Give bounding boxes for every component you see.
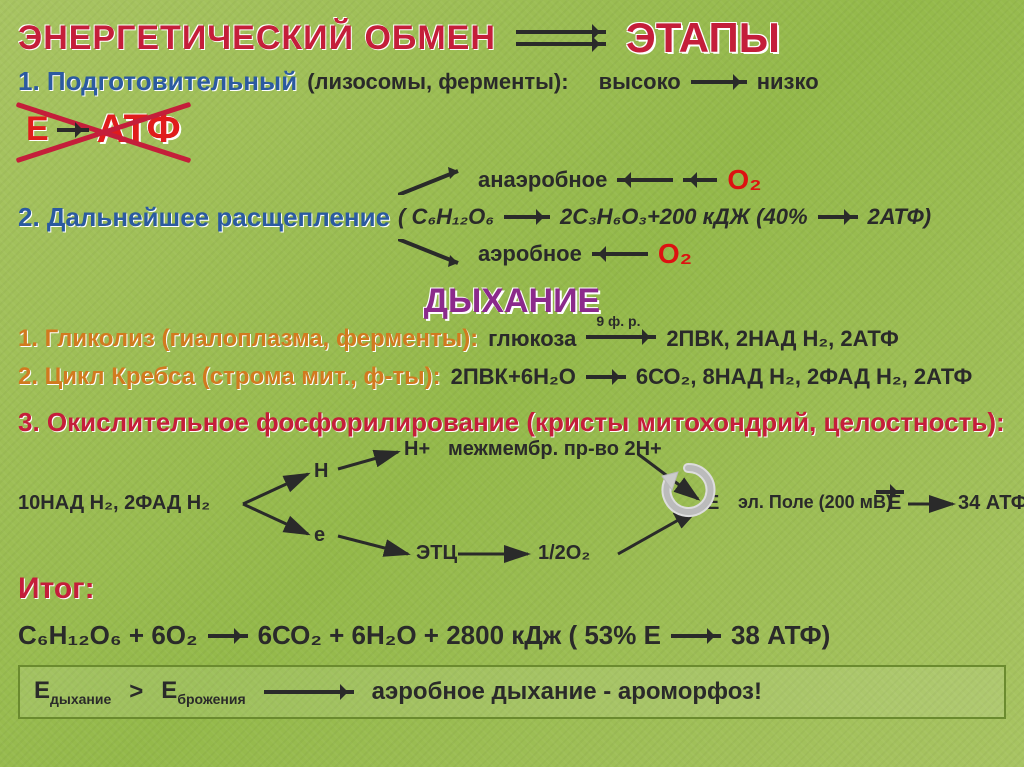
stage1-head: 1. Подготовительный <box>18 66 297 97</box>
main-title: ЭНЕРГЕТИЧЕСКИЙ ОБМЕН <box>18 19 496 58</box>
stage1-paren: (лизосомы, ферменты): <box>307 69 568 95</box>
oxphos-left: 10НАД Н₂, 2ФАД Н₂ <box>18 492 210 515</box>
footer-box: Едыхание > Еброжения аэробное дыхание - … <box>18 665 1006 719</box>
stages-title: ЭТАПЫ <box>626 14 780 62</box>
arrow-left-icon <box>592 246 648 262</box>
oxphos-h1: Н <box>314 460 328 483</box>
o2-label-bottom: О₂ <box>658 238 692 270</box>
footer-e-breath: Едыхание <box>34 677 111 707</box>
krebs-head: 2. Цикл Кребса (строма мит., ф-ты): <box>18 363 441 391</box>
arrow-right-icon <box>57 122 89 138</box>
oxphos-field: эл. Поле (200 мВ) <box>738 492 892 513</box>
rxn-note: 9 ф. р. <box>596 313 640 329</box>
glycolysis-head: 1. Гликолиз (гиалоплазма, ферменты): <box>18 325 478 353</box>
result-rhs: 6СО₂ + 6Н₂О + 2800 кДж ( 53% Е <box>258 620 661 651</box>
aerobic-row: аэробное О₂ <box>398 238 1006 270</box>
krebs-lhs: 2ПВК+6Н₂О <box>451 364 576 390</box>
anaerobic-label: анаэробное <box>478 167 607 193</box>
glycolysis-rhs: 2ПВК, 2НАД Н₂, 2АТФ <box>666 326 899 352</box>
stage1-row: 1. Подготовительный (лизосомы, ферменты)… <box>18 66 1006 156</box>
arrow-right-icon <box>691 74 747 90</box>
equation-lhs: ( С₆Н₁₂О₆ <box>398 204 494 230</box>
oxphos-diagram: 10НАД Н₂, 2ФАД Н₂ Н Н+ межмембр. пр-во 2… <box>18 444 1006 564</box>
glycolysis-row: 1. Гликолиз (гиалоплазма, ферменты): глю… <box>18 325 1006 353</box>
arrow-left-icon <box>617 172 673 188</box>
arrow-right-icon <box>208 628 248 644</box>
equation-rhs: 2С₃Н₆О₃+200 кДЖ (40% <box>560 204 808 230</box>
oxphos-head-row: 3. Окислительное фосфорилирование (крист… <box>18 407 1006 438</box>
equation-row: ( С₆Н₁₂О₆ 2С₃Н₆О₃+200 кДЖ (40% 2АТФ) <box>398 204 1006 230</box>
result-equation: С₆Н₁₂О₆ + 6О₂ 6СО₂ + 6Н₂О + 2800 кДж ( 5… <box>18 620 1006 651</box>
oxphos-e1: е <box>314 524 325 547</box>
result-title: Итог: <box>18 572 95 605</box>
arrow-right-icon <box>586 369 626 385</box>
footer-gt: > <box>129 678 143 706</box>
equation-atp: 2АТФ) <box>868 204 932 230</box>
krebs-rhs: 6СО₂, 8НАД Н₂, 2ФАД Н₂, 2АТФ <box>636 364 972 390</box>
arrow-right-long-icon <box>264 684 354 700</box>
arrow-right-icon <box>818 209 858 225</box>
arrow-right-icon <box>671 628 721 644</box>
stage2-group: 2. Дальнейшее расщепление анаэробное О₂ … <box>18 160 1006 274</box>
curved-arrow-icon <box>658 462 718 522</box>
crossed-e-label: Е <box>26 110 49 149</box>
glucose-label: глюкоза <box>488 326 576 352</box>
breathing-title: ДЫХАНИЕ <box>18 282 1006 321</box>
oxphos-Eout: Е <box>888 492 901 515</box>
arrow-right-icon <box>504 209 550 225</box>
oxphos-mem: межмембр. пр-во 2Н+ <box>448 438 662 461</box>
result-section: Итог: <box>18 572 1006 606</box>
anaerobic-row: анаэробное О₂ <box>398 164 1006 196</box>
branch-up-icon <box>398 165 468 195</box>
oxphos-halfO2: 1/2О₂ <box>538 542 590 565</box>
branch-down-icon <box>398 239 468 269</box>
oxphos-etc: ЭТЦ <box>416 542 457 565</box>
oxphos-head: 3. Окислительное фосфорилирование (крист… <box>18 407 1005 438</box>
stage2-head: 2. Дальнейшее расщепление <box>18 202 398 233</box>
crossed-atp-label: АТФ <box>97 107 181 152</box>
footer-rhs: аэробное дыхание - ароморфоз! <box>372 678 762 706</box>
footer-e-ferm: Еброжения <box>161 677 245 707</box>
oxphos-atp: 34 АТФ <box>958 492 1024 515</box>
arrow-left-icon <box>683 172 717 188</box>
stage1-high: высоко <box>599 69 681 95</box>
oxphos-h2: Н+ <box>404 438 430 461</box>
stage1-low: низко <box>757 69 819 95</box>
result-atp: 38 АТФ) <box>731 620 830 651</box>
result-lhs: С₆Н₁₂О₆ + 6О₂ <box>18 620 198 651</box>
rxn-arrow: 9 ф. р. <box>586 329 656 350</box>
crossed-atp: Е АТФ <box>18 103 189 156</box>
o2-label-top: О₂ <box>727 164 761 196</box>
aerobic-label: аэробное <box>478 241 582 267</box>
double-arrow-icon <box>516 27 606 49</box>
krebs-row: 2. Цикл Кребса (строма мит., ф-ты): 2ПВК… <box>18 363 1006 391</box>
header-row: ЭНЕРГЕТИЧЕСКИЙ ОБМЕН ЭТАПЫ <box>18 14 1006 62</box>
